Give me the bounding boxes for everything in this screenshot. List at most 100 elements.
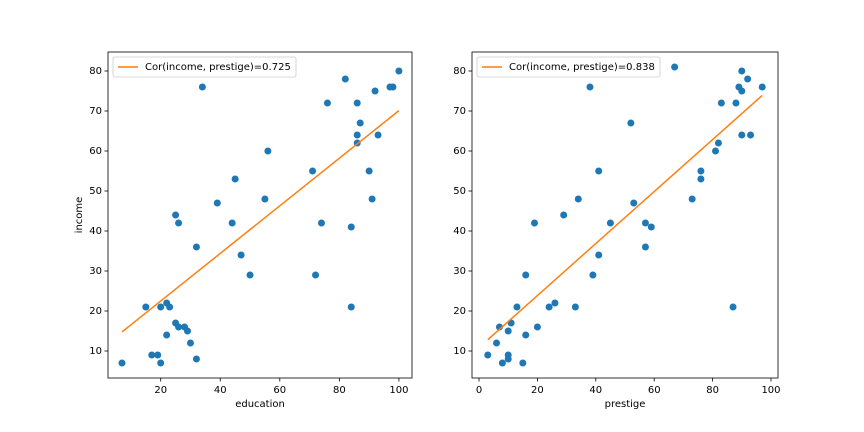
point <box>157 303 165 311</box>
point <box>595 251 603 259</box>
x-tick-label: 20 <box>531 385 544 396</box>
y-tick-label: 30 <box>453 266 466 277</box>
point <box>347 303 355 311</box>
y-tick-label: 80 <box>453 66 466 77</box>
x-tick-label: 60 <box>648 385 661 396</box>
y-tick-label: 70 <box>89 106 102 117</box>
point <box>589 271 597 279</box>
point <box>163 299 171 307</box>
point <box>533 323 541 331</box>
y-tick-label: 60 <box>89 146 102 157</box>
point <box>347 223 355 231</box>
point <box>738 131 746 139</box>
point <box>148 351 156 359</box>
x-tick-label: 40 <box>589 385 602 396</box>
point <box>595 167 603 175</box>
point <box>545 303 553 311</box>
point <box>353 99 361 107</box>
point <box>714 139 722 147</box>
point <box>163 331 171 339</box>
x-tick-label: 60 <box>273 385 286 396</box>
x-tick-label: 80 <box>706 385 719 396</box>
fit-line <box>487 94 763 341</box>
point <box>744 75 752 83</box>
point <box>142 303 150 311</box>
point <box>172 211 180 219</box>
point <box>231 175 239 183</box>
point <box>738 67 746 75</box>
y-tick-label: 40 <box>89 226 102 237</box>
plot-area <box>108 52 412 378</box>
point <box>574 195 582 203</box>
point <box>493 339 501 347</box>
x-tick-label: 20 <box>154 385 167 396</box>
y-axis-label: income <box>74 197 85 234</box>
legend-label: Cor(income, prestige)=0.725 <box>145 62 291 73</box>
point <box>671 63 679 71</box>
x-tick-label: 80 <box>333 385 346 396</box>
y-tick-label: 30 <box>89 266 102 277</box>
point <box>186 339 194 347</box>
point <box>513 303 521 311</box>
point <box>192 355 200 363</box>
x-tick-label: 0 <box>476 385 482 396</box>
point <box>237 251 245 259</box>
point <box>758 83 766 91</box>
point <box>154 351 162 359</box>
y-tick-label: 50 <box>453 186 466 197</box>
point <box>261 195 269 203</box>
y-tick-label: 60 <box>453 146 466 157</box>
y-tick-label: 50 <box>89 186 102 197</box>
point <box>697 167 705 175</box>
point <box>213 199 221 207</box>
point <box>712 147 720 155</box>
point <box>606 219 614 227</box>
point <box>560 211 568 219</box>
point <box>630 199 638 207</box>
point <box>317 219 325 227</box>
point <box>641 243 649 251</box>
point <box>386 83 394 91</box>
point <box>627 119 635 127</box>
point <box>522 331 530 339</box>
point <box>264 147 272 155</box>
point <box>647 223 655 231</box>
legend-box <box>476 56 661 78</box>
point <box>747 131 755 139</box>
point <box>641 219 649 227</box>
y-tick-label: 10 <box>89 346 102 357</box>
point <box>192 243 200 251</box>
point <box>365 167 373 175</box>
y-tick-label: 70 <box>453 106 466 117</box>
x-axis-label: education <box>235 399 285 410</box>
point <box>323 99 331 107</box>
x-tick-label: 40 <box>214 385 227 396</box>
fit-line <box>121 110 400 333</box>
point <box>198 83 206 91</box>
point <box>175 219 183 227</box>
y-tick-label: 80 <box>89 66 102 77</box>
plot-area <box>472 52 778 378</box>
y-tick-label: 20 <box>453 306 466 317</box>
point <box>530 219 538 227</box>
x-axis-label: prestige <box>605 399 646 410</box>
x-tick-label: 100 <box>389 385 408 396</box>
point <box>312 271 320 279</box>
y-tick-label: 20 <box>89 306 102 317</box>
point <box>157 359 165 367</box>
y-tick-label: 40 <box>453 226 466 237</box>
legend-box <box>112 56 297 78</box>
point <box>371 87 379 95</box>
point <box>353 131 361 139</box>
point <box>504 355 512 363</box>
point <box>246 271 254 279</box>
axes-frame <box>107 51 413 379</box>
point <box>551 299 559 307</box>
point <box>519 359 527 367</box>
point <box>688 195 696 203</box>
point <box>717 99 725 107</box>
point <box>522 271 530 279</box>
point <box>586 83 594 91</box>
point <box>697 175 705 183</box>
